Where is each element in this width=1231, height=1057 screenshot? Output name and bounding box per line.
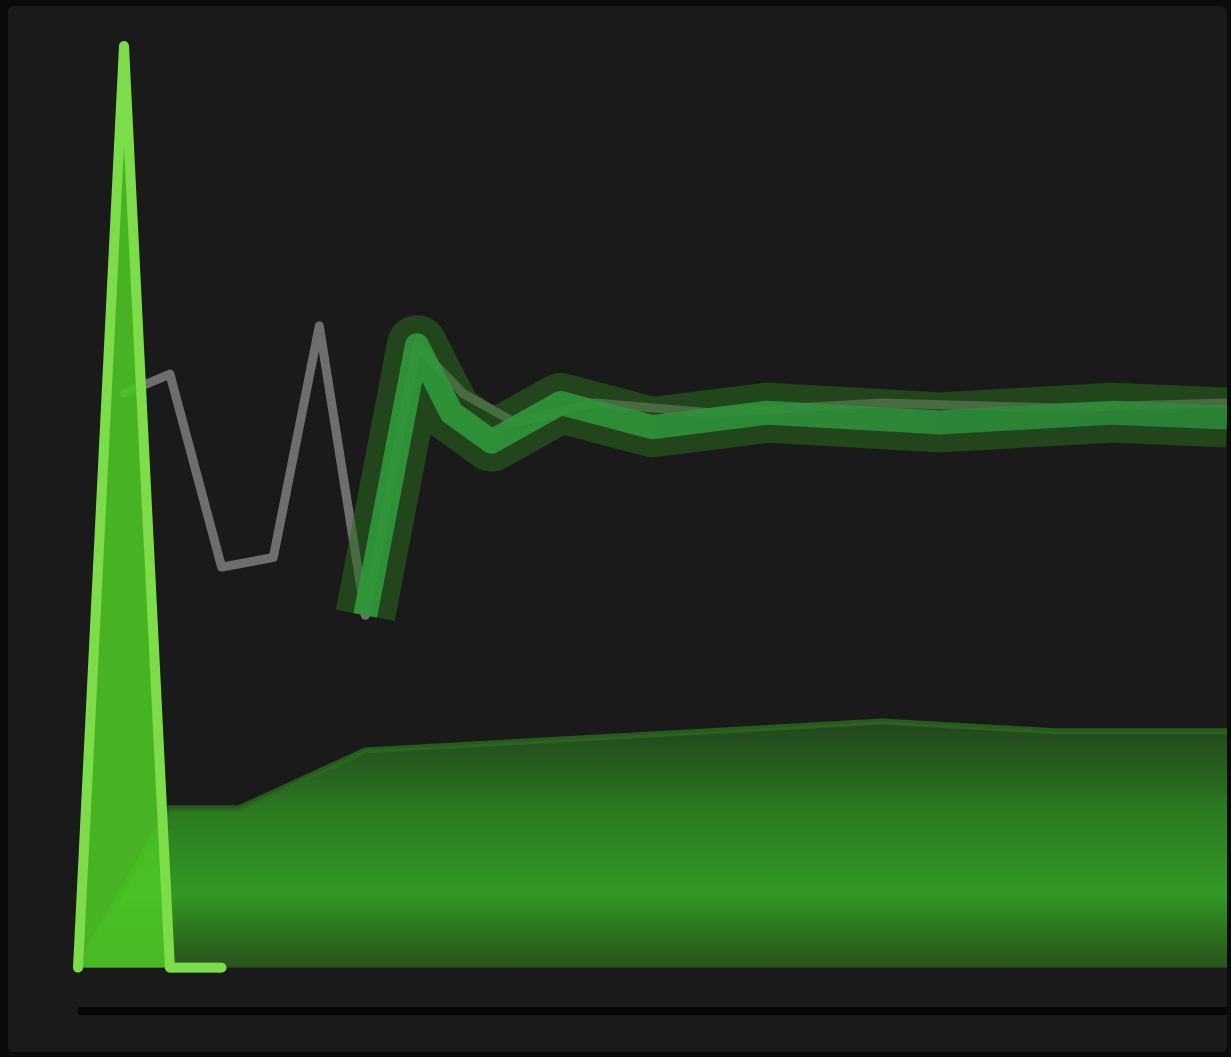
- gray-oscillation-line: [119, 321, 1227, 620]
- lower-band-edge: [75, 718, 1227, 970]
- primary-spike-line: [73, 41, 227, 973]
- green-settled-halo: [335, 315, 1227, 622]
- green-settled-line: [353, 333, 1227, 618]
- plot-area: [73, 41, 1227, 1015]
- primary-spike-area: [78, 46, 170, 968]
- lower-band-area: [78, 721, 1227, 968]
- marks-layer: [73, 41, 1227, 1015]
- chart-frame: [8, 6, 1227, 1052]
